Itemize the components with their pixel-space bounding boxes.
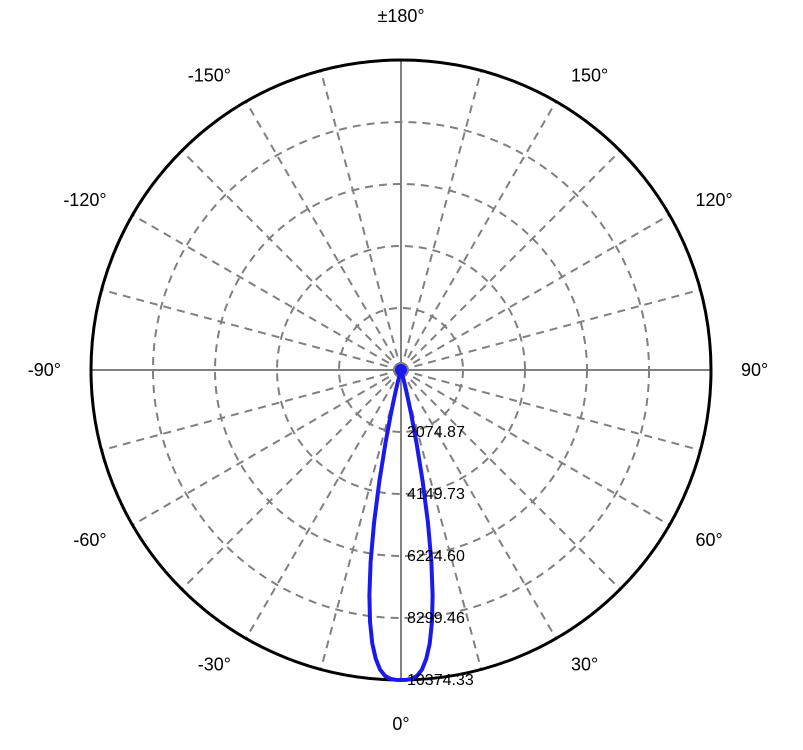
angle-label: 150° [571,66,608,86]
angle-label: ±180° [377,6,424,26]
angle-label: 120° [695,190,732,210]
radial-label: 2074.87 [407,424,465,441]
angle-label: -60° [73,530,106,550]
polar-chart-container: 2074.87 4149.73 6224.60 8299.46 10374.33 0° 30… [0,0,803,750]
grid-spoke [182,370,401,589]
angle-label: 30° [571,654,598,674]
radial-label: 8299.46 [407,610,465,627]
grid-spoke [401,71,481,370]
angle-label: -30° [198,654,231,674]
grid-spoke [133,370,401,525]
grid-spoke [102,290,401,370]
angle-label: -150° [188,66,231,86]
angle-label: -90° [28,360,61,380]
center-dot [395,364,407,376]
radial-label: 6224.60 [407,548,465,565]
grid-spoke [401,102,556,370]
grid-spoke [401,151,620,370]
angle-label: -120° [63,190,106,210]
angle-label: 60° [695,530,722,550]
radial-label: 4149.73 [407,486,465,503]
grid-spoke [133,215,401,370]
grid-spoke [321,71,401,370]
grid-spoke [246,102,401,370]
grid-spoke [102,370,401,450]
grid-spoke [401,290,700,370]
angle-label: 90° [741,360,768,380]
grid-spoke [401,215,669,370]
angle-label: 0° [392,714,409,734]
polar-chart-svg: 2074.87 4149.73 6224.60 8299.46 10374.33 0° 30… [0,0,803,750]
grid-spoke [182,151,401,370]
radial-label: 10374.33 [407,672,474,689]
